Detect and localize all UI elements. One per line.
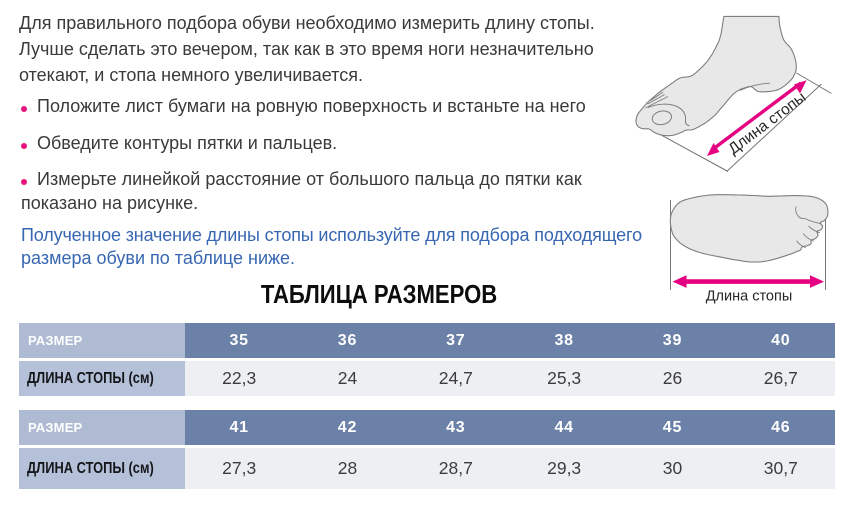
- svg-text:Длина стопы: Длина стопы: [706, 289, 793, 305]
- svg-text:Длина стопы: Длина стопы: [725, 89, 809, 158]
